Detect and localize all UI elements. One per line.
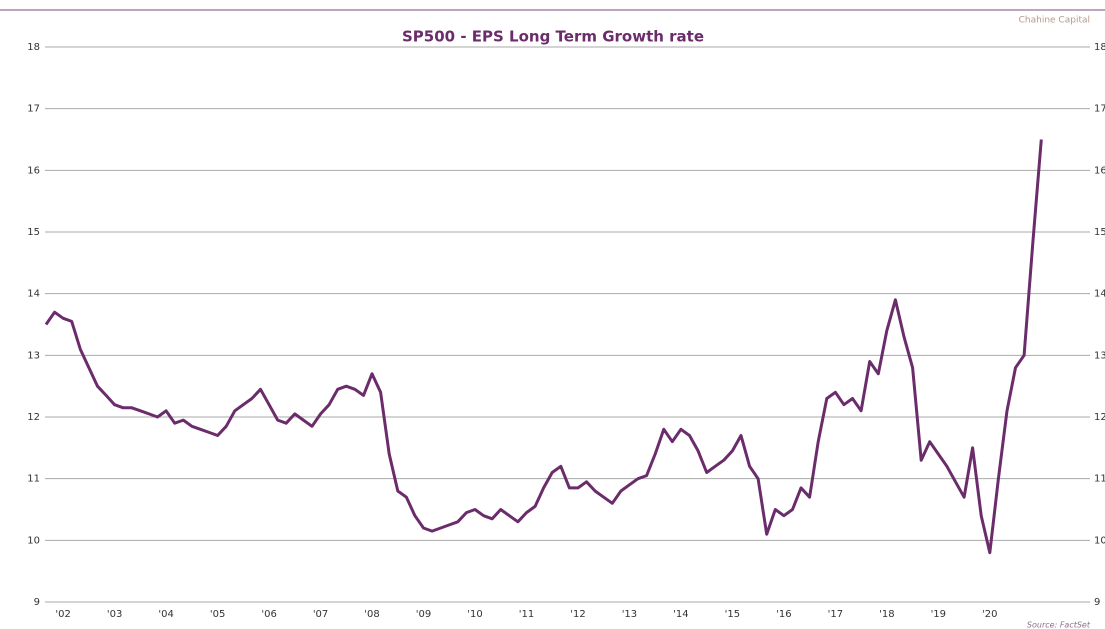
x-tick-label: '12 — [570, 609, 585, 620]
x-tick-label: '06 — [261, 609, 276, 620]
y-tick-label: 12 — [27, 412, 40, 423]
y-tick-label: 10 — [27, 535, 40, 546]
x-tick-label: '10 — [467, 609, 482, 620]
x-tick-label: '16 — [776, 609, 791, 620]
y2-tick-label: 17 — [1094, 104, 1105, 115]
y-tick-label: 16 — [27, 165, 40, 176]
y2-tick-label: 14 — [1094, 289, 1105, 300]
y2-tick-label: 16 — [1094, 165, 1105, 176]
x-tick-label: '19 — [931, 609, 946, 620]
y2-tick-label: 9 — [1094, 597, 1100, 608]
x-tick-label: '09 — [416, 609, 431, 620]
y2-tick-label: 15 — [1094, 227, 1105, 238]
y2-tick-label: 12 — [1094, 412, 1105, 423]
y2-tick-label: 13 — [1094, 350, 1105, 361]
y2-tick-label: 18 — [1094, 42, 1105, 53]
y-tick-label: 15 — [27, 227, 40, 238]
x-tick-label: '14 — [673, 609, 688, 620]
y-tick-label: 17 — [27, 104, 40, 115]
x-tick-label: '03 — [107, 609, 122, 620]
source: Source: FactSet — [1027, 621, 1091, 629]
y-tick-label: 18 — [27, 42, 40, 53]
x-tick-label: '20 — [982, 609, 997, 620]
x-tick-label: '13 — [622, 609, 637, 620]
y-tick-label: 14 — [27, 289, 40, 300]
y-tick-label: 9 — [34, 597, 40, 608]
brand: Chahine Capital — [1019, 16, 1090, 26]
x-tick-label: '15 — [725, 609, 740, 620]
y2-tick-label: 10 — [1094, 535, 1105, 546]
x-tick-label: '02 — [55, 609, 70, 620]
x-tick-label: '04 — [158, 609, 173, 620]
x-tick-label: '08 — [364, 609, 379, 620]
chart-title: SP500 - EPS Long Term Growth rate — [402, 28, 704, 46]
x-tick-label: '18 — [879, 609, 894, 620]
line — [44, 139, 1043, 555]
x-tick-label: '17 — [828, 609, 843, 620]
x-tick-label: '11 — [519, 609, 534, 620]
y2-tick-label: 11 — [1094, 474, 1105, 485]
y-tick-label: 13 — [27, 350, 40, 361]
x-tick-label: '05 — [210, 609, 225, 620]
x-tick-label: '07 — [313, 609, 328, 620]
y-tick-label: 11 — [27, 474, 40, 485]
